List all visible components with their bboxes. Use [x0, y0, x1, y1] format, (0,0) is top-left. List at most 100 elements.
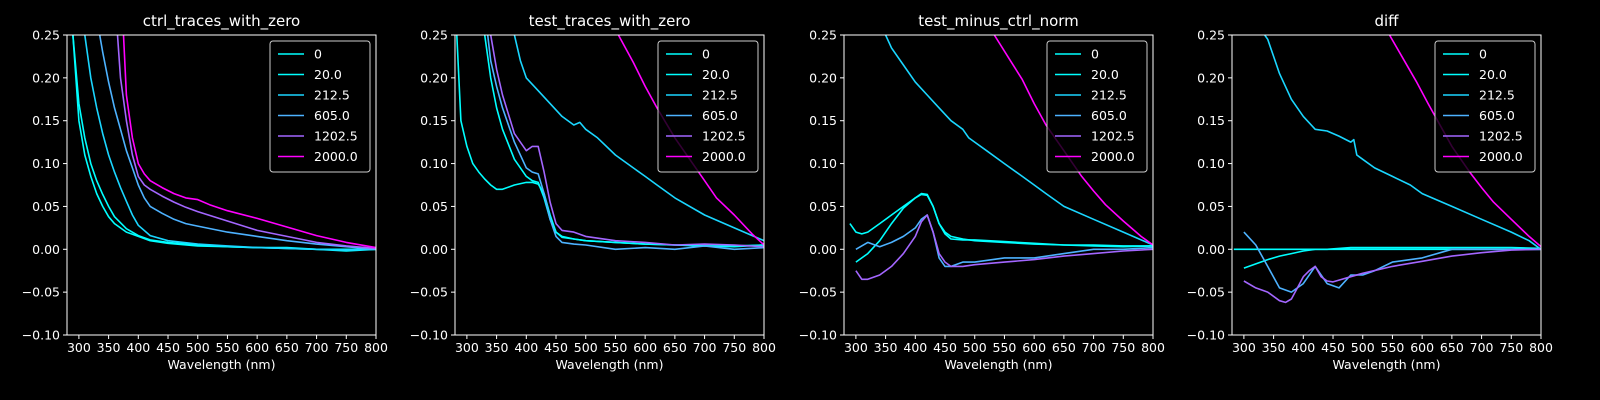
x-tick-label: 300	[455, 340, 479, 355]
x-tick-label: 350	[485, 340, 509, 355]
y-tick-label: 0.05	[420, 199, 448, 214]
y-tick-label: 0.00	[1197, 242, 1225, 257]
x-tick-label: 650	[1052, 340, 1076, 355]
y-tick-label: 0.10	[1197, 156, 1225, 171]
legend-entry: 605.0	[702, 108, 738, 123]
axes-frame	[454, 34, 765, 336]
legend-entry: 0	[1091, 47, 1099, 62]
x-tick-label: 400	[514, 340, 538, 355]
x-tick-label: 350	[97, 340, 121, 355]
x-axis-label: Wavelength (nm)	[945, 357, 1053, 372]
y-tick-label: −0.10	[410, 328, 448, 343]
y-tick-label: 0.25	[420, 28, 448, 43]
x-tick-label: 650	[1440, 340, 1464, 355]
y-tick-label: 0.20	[1197, 70, 1225, 85]
y-tick-label: 0.10	[809, 156, 837, 171]
series-line-3	[98, 35, 376, 251]
legend-entry: 20.0	[314, 67, 342, 82]
x-tick-label: 700	[693, 340, 717, 355]
y-tick-label: −0.05	[22, 285, 60, 300]
axes-frame	[66, 34, 377, 336]
y-tick-label: −0.05	[410, 285, 448, 300]
legend-entry: 0	[314, 47, 322, 62]
y-tick-label: 0.25	[809, 28, 837, 43]
y-tick-label: 0.05	[809, 199, 837, 214]
x-tick-label: 750	[334, 340, 358, 355]
y-tick-label: 0.15	[420, 113, 448, 128]
chart-title: ctrl_traces_with_zero	[143, 12, 300, 31]
chart-panel-3: 300 350 400 450 500 550 600 650 700 750 800 −0.10 −0…	[799, 12, 1165, 372]
legend-entry: 1202.5	[702, 129, 746, 144]
legend-entry: 212.5	[1091, 88, 1127, 103]
series-line-4	[855, 214, 1153, 281]
series-line-2	[884, 35, 1153, 246]
legend-entry: 20.0	[702, 67, 730, 82]
y-tick-label: 0.00	[809, 242, 837, 257]
x-tick-label: 650	[275, 340, 299, 355]
x-tick-label: 600	[1022, 340, 1046, 355]
y-tick-label: 0.15	[32, 113, 60, 128]
legend-entry: 605.0	[1479, 108, 1515, 123]
y-tick-label: −0.10	[799, 328, 837, 343]
chart-panel-1: 300 350 400 450 500 550 600 650 700 750 800 −0.10 −0…	[22, 12, 388, 372]
x-tick-label: 750	[1111, 340, 1135, 355]
series-group	[1233, 35, 1541, 304]
y-tick-label: 0.25	[1197, 28, 1225, 43]
chart-panel-2: 300 350 400 450 500 550 600 650 700 750 800 −0.10 −0…	[410, 12, 776, 372]
x-tick-label: 550	[993, 340, 1017, 355]
x-tick-label: 650	[663, 340, 687, 355]
x-tick-label: 700	[1470, 340, 1494, 355]
chart-panel-4: 300 350 400 450 500 550 600 650 700 750 800 −0.10 −0…	[1187, 12, 1553, 372]
legend-entry: 1202.5	[1091, 129, 1135, 144]
x-tick-label: 600	[245, 340, 269, 355]
x-tick-label: 500	[574, 340, 598, 355]
legend: 0 20.0 212.5 605.0 1202.5 2000.0	[1434, 40, 1536, 173]
series-line-3	[486, 35, 764, 251]
x-axis-label: Wavelength (nm)	[168, 357, 276, 372]
x-tick-label: 800	[1529, 340, 1553, 355]
series-line-2	[513, 35, 764, 242]
legend-entry: 1202.5	[1479, 129, 1523, 144]
x-tick-label: 400	[126, 340, 150, 355]
y-tick-label: 0.05	[1197, 199, 1225, 214]
legend-entry: 605.0	[1091, 108, 1127, 123]
legend-entry: 1202.5	[314, 129, 358, 144]
legend-entry: 0	[702, 47, 710, 62]
series-line-0	[849, 193, 1153, 247]
series-line-3	[855, 214, 1153, 268]
legend-entry: 2000.0	[702, 149, 746, 164]
x-tick-label: 800	[364, 340, 388, 355]
chart-title: test_minus_ctrl_norm	[918, 12, 1079, 31]
y-tick-label: 0.10	[32, 156, 60, 171]
legend-entry: 20.0	[1091, 67, 1119, 82]
series-line-2	[1264, 35, 1541, 250]
series-line-2	[84, 35, 376, 251]
legend-entry: 0	[1479, 47, 1487, 62]
x-tick-label: 500	[1351, 340, 1375, 355]
series-line-5	[122, 35, 376, 249]
x-tick-label: 400	[903, 340, 927, 355]
x-axis-label: Wavelength (nm)	[556, 357, 664, 372]
series-line-4	[489, 35, 764, 248]
y-tick-label: 0.10	[420, 156, 448, 171]
y-tick-label: −0.05	[799, 285, 837, 300]
series-line-4	[116, 35, 376, 250]
series-line-1	[1243, 246, 1541, 269]
y-tick-label: 0.15	[1197, 113, 1225, 128]
legend-entry: 212.5	[702, 88, 738, 103]
x-tick-label: 600	[633, 340, 657, 355]
x-tick-label: 450	[156, 340, 180, 355]
axes-frame	[1231, 34, 1542, 336]
series-line-3	[1243, 231, 1541, 293]
x-tick-label: 750	[1499, 340, 1523, 355]
y-tick-label: −0.10	[22, 328, 60, 343]
y-tick-label: 0.20	[809, 70, 837, 85]
series-line-4	[1243, 248, 1541, 304]
legend-entry: 212.5	[314, 88, 350, 103]
y-tick-label: −0.05	[1187, 285, 1225, 300]
chart-title: diff	[1374, 12, 1399, 30]
legend-entry: 605.0	[314, 108, 350, 123]
legend: 0 20.0 212.5 605.0 1202.5 2000.0	[269, 40, 371, 173]
x-tick-label: 550	[604, 340, 628, 355]
